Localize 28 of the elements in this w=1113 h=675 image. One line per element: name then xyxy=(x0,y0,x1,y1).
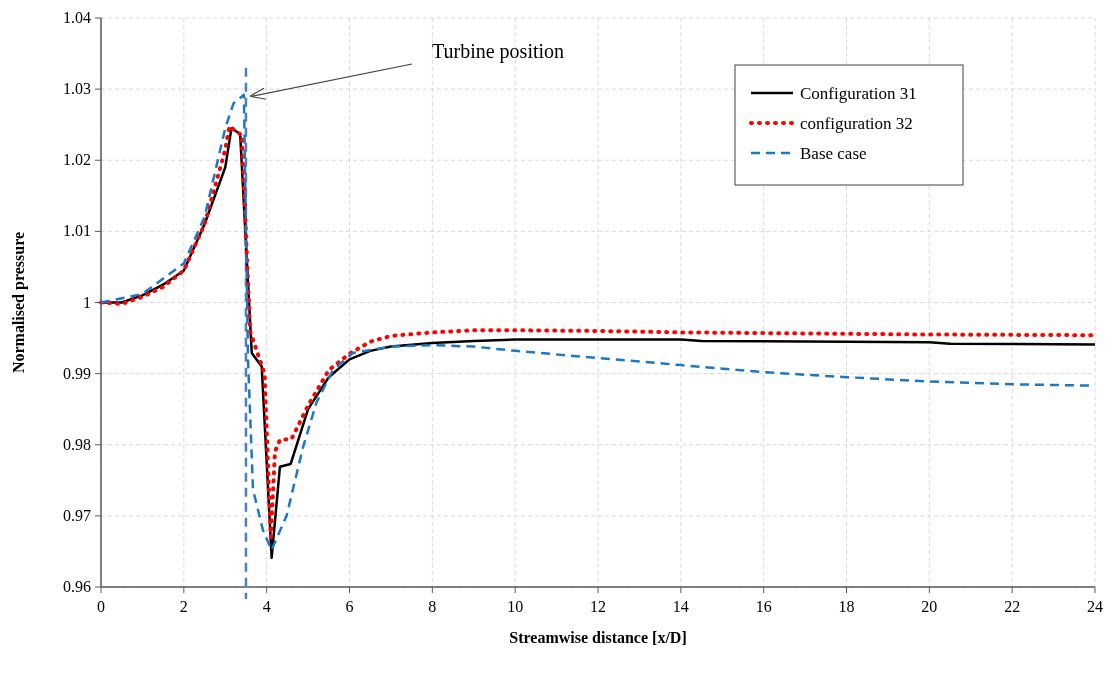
x-tick-label: 24 xyxy=(1087,598,1103,615)
x-tick-label: 22 xyxy=(1004,598,1021,615)
x-tick-label: 20 xyxy=(921,598,938,615)
y-tick-label: 1 xyxy=(83,293,91,311)
y-tick-label: 0.99 xyxy=(63,364,91,382)
y-tick-label: 1.01 xyxy=(63,222,91,240)
x-tick-label: 12 xyxy=(590,598,606,615)
x-tick-label: 14 xyxy=(672,598,689,615)
x-tick-label: 6 xyxy=(345,598,354,615)
y-tick-label: 0.96 xyxy=(63,578,91,595)
y-axis-title: Normalised pressure xyxy=(10,231,28,374)
x-tick-label: 2 xyxy=(179,598,188,615)
x-tick-label: 16 xyxy=(755,598,772,615)
x-axis-title: Streamwise distance [x/D] xyxy=(509,629,687,646)
x-tick-label: 10 xyxy=(507,598,524,615)
y-tick-label: 1.02 xyxy=(63,151,91,169)
x-tick-label: 4 xyxy=(262,598,271,615)
y-tick-label: 0.98 xyxy=(63,435,91,453)
y-tick-label: 1.03 xyxy=(63,80,91,98)
legend-label: configuration 32 xyxy=(800,114,913,133)
y-tick-label: 1.04 xyxy=(63,9,91,26)
x-tick-label: 0 xyxy=(97,598,105,615)
y-tick-label: 0.97 xyxy=(63,506,91,524)
x-tick-label: 8 xyxy=(428,598,437,615)
legend-label: Base case xyxy=(800,144,867,163)
x-tick-label: 18 xyxy=(838,598,855,615)
annotation: Turbine position xyxy=(432,40,565,63)
legend-label: Configuration 31 xyxy=(800,84,917,103)
